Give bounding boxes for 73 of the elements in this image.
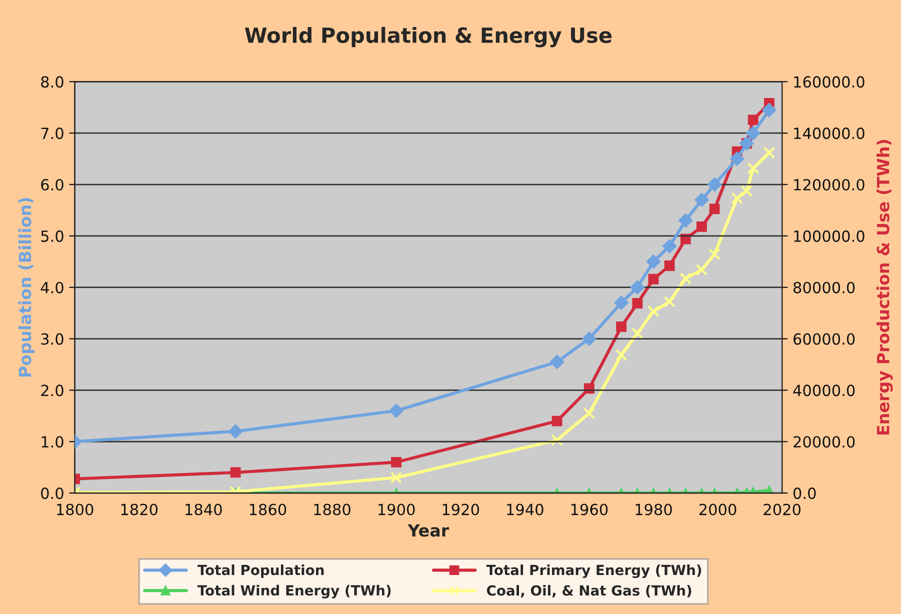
y-tick-label: 6.0 — [41, 178, 64, 191]
point — [552, 416, 562, 426]
y-tick-label: 1.0 — [42, 436, 64, 448]
y-tick-label: 8.0 — [41, 76, 64, 88]
point — [740, 185, 753, 197]
y-tick-label: 2.0 — [41, 384, 64, 396]
y-tick-label: 4.0 — [40, 282, 64, 294]
point — [632, 298, 643, 309]
point — [747, 162, 760, 174]
point — [631, 327, 644, 340]
point — [662, 238, 677, 254]
y2-tick-label: 100000.0 — [794, 230, 864, 242]
point — [389, 404, 404, 418]
y-tick-label: 3.0 — [41, 333, 64, 345]
x-tick-label: 1800 — [57, 504, 94, 516]
legend-label: Total Wind Energy (TWh) — [198, 584, 391, 598]
point — [615, 349, 628, 361]
point — [646, 254, 661, 269]
point — [550, 354, 564, 370]
y2-tick-label: 60000.0 — [794, 333, 855, 345]
point — [730, 152, 744, 166]
x-tick-label: 1960 — [571, 504, 608, 516]
x-tick-label: 1820 — [121, 504, 158, 516]
chart-title: World Population & Energy Use — [244, 26, 612, 48]
legend-label: Coal, Oil, & Nat Gas (TWh) — [486, 584, 692, 598]
y2-tick-label: 140000.0 — [794, 128, 864, 140]
x-tick-label: 1840 — [186, 504, 222, 516]
y-tick-label: 7.0 — [41, 128, 64, 140]
point — [614, 296, 629, 310]
x-tick-label: 2020 — [764, 504, 800, 516]
point — [648, 305, 660, 318]
point — [739, 136, 754, 151]
x-axis-title: Year — [408, 524, 450, 537]
y-tick-label: 5.0 — [41, 230, 64, 242]
point — [746, 126, 760, 140]
point — [762, 102, 776, 118]
x-tick-label: 2000 — [699, 504, 736, 516]
point — [630, 280, 645, 295]
point — [228, 424, 243, 439]
y2-tick-label: 0.0 — [793, 488, 816, 500]
point — [708, 248, 720, 260]
y2-tick-label: 20000.0 — [794, 436, 855, 448]
point — [696, 264, 708, 276]
point — [709, 204, 720, 214]
y2-tick-label: 40000.0 — [793, 384, 855, 396]
x-tick-label: 1980 — [636, 504, 672, 516]
x-tick-label: 1880 — [314, 504, 350, 516]
y2-tick-label: 160000.0 — [794, 76, 864, 88]
legend-label: Total Population — [198, 564, 324, 578]
point — [664, 296, 676, 308]
x-tick-label: 1860 — [250, 504, 286, 516]
point — [664, 260, 675, 271]
point — [680, 272, 692, 284]
point — [616, 321, 627, 332]
point — [694, 192, 709, 208]
x-tick-label: 1900 — [378, 504, 415, 516]
legend-label: Total Primary Energy (TWh) — [486, 564, 702, 578]
point — [582, 332, 596, 346]
y-tick-label: 0.0 — [41, 488, 64, 500]
y-axis-title: Population (Billion) — [18, 198, 35, 376]
point — [707, 177, 722, 192]
point — [678, 213, 693, 228]
point — [696, 221, 707, 232]
point — [731, 192, 743, 204]
y2-axis-title: Energy Production & Use (TWh) — [876, 140, 893, 435]
y2-tick-label: 120000.0 — [794, 178, 864, 191]
y2-tick-label: 80000.0 — [794, 282, 855, 294]
x-tick-label: 1940 — [507, 504, 544, 516]
point — [648, 274, 659, 284]
point — [583, 407, 596, 420]
point — [763, 146, 776, 159]
x-tick-label: 1920 — [442, 504, 479, 516]
point — [748, 114, 758, 126]
